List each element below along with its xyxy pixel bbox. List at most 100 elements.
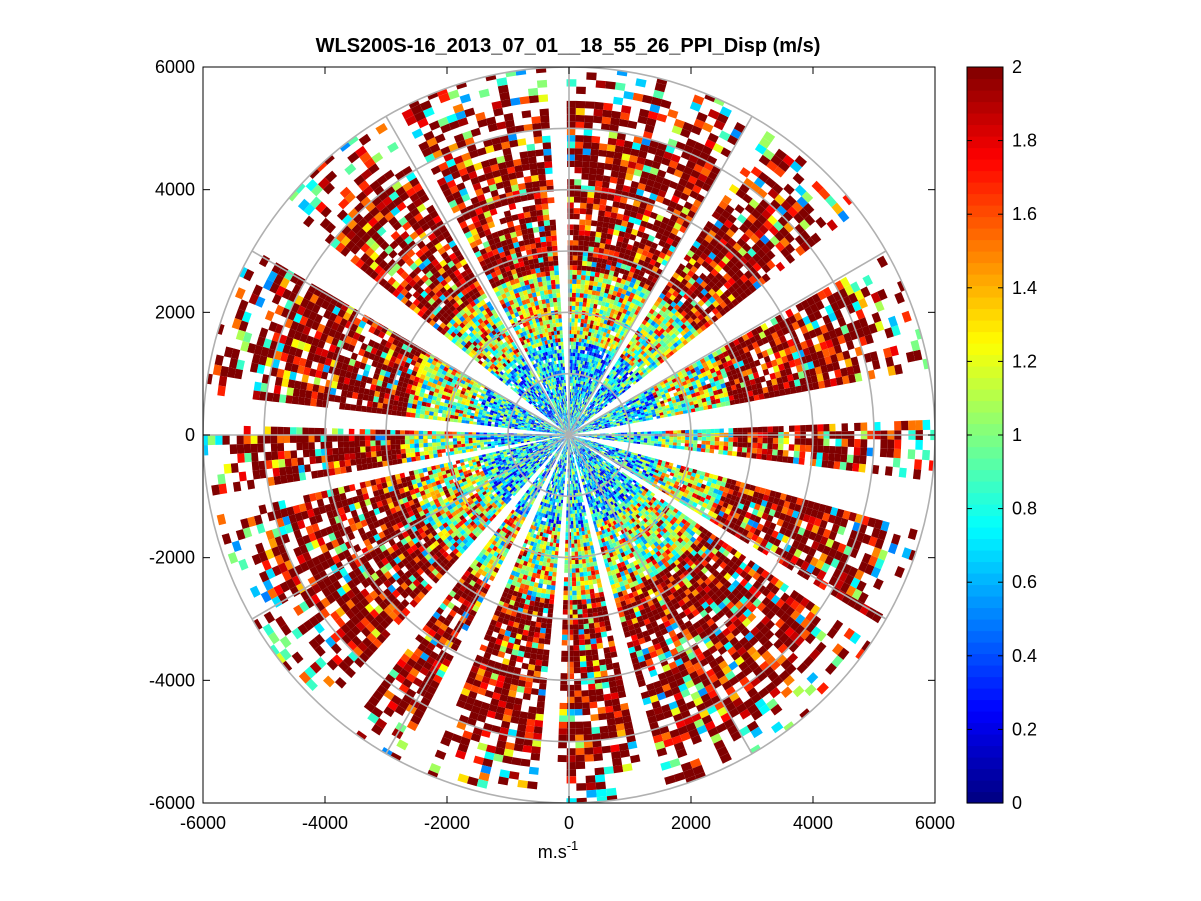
velocity-cell — [342, 573, 352, 584]
velocity-cell — [553, 445, 556, 448]
velocity-cell — [476, 561, 483, 568]
velocity-cell — [282, 515, 291, 526]
velocity-cell — [374, 547, 383, 556]
velocity-cell — [435, 492, 442, 499]
velocity-cell — [585, 782, 597, 791]
velocity-cell — [535, 435, 539, 437]
velocity-cell — [308, 449, 316, 457]
velocity-cell — [530, 467, 534, 471]
velocity-cell — [431, 504, 438, 511]
velocity-cell — [549, 439, 553, 441]
velocity-cell — [392, 598, 401, 607]
velocity-cell — [555, 543, 560, 548]
velocity-cell — [314, 611, 325, 623]
velocity-cell — [548, 550, 552, 555]
velocity-cell — [259, 469, 267, 479]
velocity-cell — [450, 532, 457, 539]
velocity-cell — [486, 547, 493, 553]
velocity-cell — [391, 449, 397, 455]
velocity-cell — [554, 453, 557, 457]
velocity-cell — [436, 521, 443, 528]
velocity-cell — [400, 538, 408, 546]
velocity-cell — [506, 450, 510, 453]
velocity-cell — [516, 481, 521, 486]
velocity-cell — [435, 565, 443, 573]
velocity-cell — [361, 506, 369, 514]
velocity-cell — [506, 474, 511, 479]
velocity-cell — [500, 484, 505, 489]
velocity-cell — [271, 546, 281, 557]
velocity-cell — [355, 611, 365, 622]
velocity-cell — [552, 448, 555, 451]
velocity-cell — [520, 437, 524, 440]
velocity-cell — [401, 607, 411, 617]
velocity-cell — [528, 448, 532, 451]
velocity-cell — [443, 462, 449, 468]
velocity-cell — [335, 596, 346, 607]
velocity-cell — [469, 526, 475, 533]
velocity-cell — [514, 440, 518, 443]
velocity-cell — [591, 726, 601, 735]
velocity-cell — [526, 669, 535, 677]
velocity-cell — [439, 500, 445, 506]
velocity-cell — [401, 453, 407, 459]
velocity-cell — [459, 529, 466, 536]
velocity-cell — [510, 509, 515, 515]
velocity-cell — [425, 539, 433, 547]
velocity-cell — [270, 443, 278, 452]
velocity-cell — [584, 639, 591, 645]
velocity-cell — [437, 453, 443, 458]
velocity-cell — [364, 603, 375, 613]
velocity-cell — [350, 605, 361, 616]
velocity-cell — [418, 439, 424, 444]
velocity-cell — [417, 591, 426, 600]
velocity-cell — [612, 704, 622, 712]
velocity-cell — [332, 435, 338, 442]
velocity-cell — [459, 535, 466, 542]
velocity-cell — [359, 481, 367, 489]
velocity-cell — [482, 456, 487, 460]
velocity-cell — [517, 460, 521, 464]
velocity-cell — [386, 480, 393, 488]
velocity-cell — [452, 541, 460, 548]
velocity-cell — [547, 455, 551, 459]
velocity-cell — [491, 502, 496, 507]
velocity-cell — [470, 502, 476, 508]
velocity-cell — [377, 552, 386, 561]
velocity-cell — [512, 448, 517, 452]
velocity-cell — [472, 473, 478, 478]
velocity-cell — [436, 445, 442, 450]
velocity-cell — [580, 661, 587, 668]
velocity-cell — [309, 493, 317, 502]
velocity-cell — [465, 486, 471, 492]
velocity-cell — [447, 504, 453, 511]
velocity-cell — [390, 439, 396, 445]
velocity-cell — [463, 526, 469, 533]
velocity-cell — [572, 496, 574, 501]
velocity-cell — [446, 519, 453, 526]
velocity-cell — [472, 461, 477, 466]
velocity-cell — [526, 463, 530, 467]
velocity-cell — [537, 446, 541, 448]
velocity-cell — [544, 451, 547, 455]
velocity-cell — [348, 441, 355, 448]
velocity-cell — [447, 496, 453, 502]
velocity-cell — [217, 473, 226, 485]
velocity-cell — [519, 464, 524, 468]
velocity-cell — [461, 478, 467, 483]
velocity-cell — [315, 563, 325, 574]
velocity-cell — [530, 451, 534, 454]
velocity-cell — [517, 723, 527, 732]
velocity-cell — [494, 443, 499, 446]
velocity-cell — [487, 439, 491, 442]
velocity-cell — [507, 463, 512, 467]
velocity-cell — [370, 451, 377, 458]
velocity-cell — [543, 445, 547, 448]
velocity-cell — [504, 484, 509, 488]
velocity-cell — [552, 436, 555, 438]
velocity-cell — [333, 494, 342, 503]
velocity-cell — [402, 497, 409, 504]
velocity-cell — [605, 625, 612, 632]
velocity-cell — [453, 529, 460, 536]
velocity-cell — [528, 706, 537, 714]
